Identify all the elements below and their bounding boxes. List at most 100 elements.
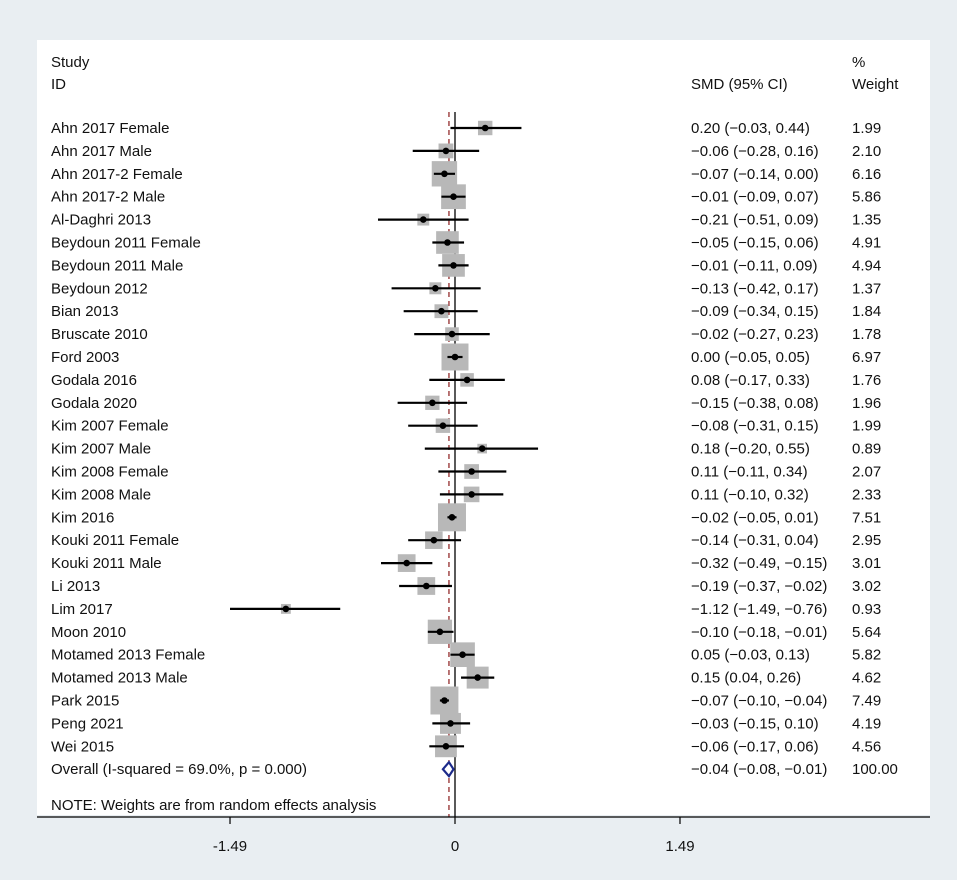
weight-text: 1.84 <box>852 303 881 320</box>
point-estimate <box>282 605 290 613</box>
point-estimate <box>442 147 450 155</box>
point-estimate <box>448 330 456 338</box>
weight-text: 3.01 <box>852 555 881 572</box>
ci-text: −0.02 (−0.27, 0.23) <box>691 326 819 343</box>
weight-text: 5.82 <box>852 647 881 664</box>
study-label: Ahn 2017 Female <box>51 120 169 137</box>
point-estimate <box>429 399 436 407</box>
ci-text: −0.02 (−0.05, 0.01) <box>691 509 819 526</box>
study-label: Motamed 2013 Female <box>51 647 205 664</box>
point-estimate <box>439 422 447 430</box>
study-label: Motamed 2013 Male <box>51 670 188 687</box>
weight-text: 5.64 <box>852 624 881 641</box>
point-estimate <box>478 445 486 452</box>
weight-text: 4.62 <box>852 670 881 687</box>
ci-text: −0.07 (−0.10, −0.04) <box>691 693 827 710</box>
x-tick-label: 0 <box>451 838 459 855</box>
weight-text: 6.97 <box>852 349 881 366</box>
point-estimate <box>419 216 427 223</box>
weight-text: 6.16 <box>852 166 881 183</box>
weight-text: 1.99 <box>852 418 881 435</box>
ci-text: 0.00 (−0.05, 0.05) <box>691 349 810 366</box>
header-study: Study <box>51 54 90 71</box>
study-label: Kim 2016 <box>51 509 114 526</box>
ci-text: −0.32 (−0.49, −0.15) <box>691 555 827 572</box>
weight-boxes <box>280 120 493 758</box>
study-label: Ahn 2017-2 Male <box>51 189 165 206</box>
point-estimate <box>474 674 481 681</box>
point-estimate <box>481 124 489 132</box>
study-label: Wei 2015 <box>51 738 114 755</box>
weight-text: 3.02 <box>852 578 881 595</box>
ci-text: −1.12 (−1.49, −0.76) <box>691 601 827 618</box>
point-estimate <box>450 262 457 269</box>
weight-text: 7.51 <box>852 509 881 526</box>
study-label: Bian 2013 <box>51 303 119 320</box>
point-estimate <box>436 628 444 636</box>
weight-text: 0.93 <box>852 601 881 618</box>
weight-text: 2.33 <box>852 486 881 503</box>
overall-label: Overall (I-squared = 69.0%, p = 0.000) <box>51 761 307 778</box>
weight-text: 4.94 <box>852 257 881 274</box>
weight-text: 4.56 <box>852 738 881 755</box>
point-estimate <box>430 536 438 544</box>
point-estimate <box>444 239 451 246</box>
study-label: Park 2015 <box>51 693 119 710</box>
study-label: Beydoun 2012 <box>51 280 148 297</box>
weight-text: 4.91 <box>852 235 881 252</box>
ci-text: 0.11 (−0.10, 0.32) <box>691 486 809 503</box>
ci-text: −0.10 (−0.18, −0.01) <box>691 624 827 641</box>
ci-text: 0.20 (−0.03, 0.44) <box>691 120 810 137</box>
ci-text: −0.01 (−0.11, 0.09) <box>691 257 817 274</box>
study-label: Al-Daghri 2013 <box>51 212 151 229</box>
ci-text: −0.13 (−0.42, 0.17) <box>691 280 819 297</box>
overall-row: Overall (I-squared = 69.0%, p = 0.000) −0… <box>51 760 898 778</box>
point-estimate <box>463 376 471 384</box>
weight-text: 1.76 <box>852 372 881 389</box>
point-estimate <box>450 193 457 200</box>
point-estimate <box>441 170 448 178</box>
weight-text: 1.37 <box>852 280 881 297</box>
column-headers: Study ID SMD (95% CI) % Weight <box>51 54 899 93</box>
study-label: Peng 2021 <box>51 715 124 732</box>
x-axis: -1.49 0 1.49 <box>37 816 930 855</box>
weight-text: 4.19 <box>852 715 881 732</box>
study-label: Lim 2017 <box>51 601 113 618</box>
study-label: Li 2013 <box>51 578 100 595</box>
study-label: Kim 2008 Male <box>51 486 151 503</box>
point-estimates <box>282 124 489 750</box>
study-label: Moon 2010 <box>51 624 126 641</box>
point-estimate <box>442 743 450 750</box>
x-tick-label: -1.49 <box>213 838 247 855</box>
ci-text: 0.15 (0.04, 0.26) <box>691 670 801 687</box>
ci-text: 0.05 (−0.03, 0.13) <box>691 647 810 664</box>
study-label: Kim 2007 Female <box>51 418 169 435</box>
ci-text: 0.18 (−0.20, 0.55) <box>691 441 810 458</box>
point-estimate <box>468 491 475 498</box>
weight-text: 7.49 <box>852 693 881 710</box>
ci-text: −0.05 (−0.15, 0.06) <box>691 235 819 252</box>
point-estimate <box>441 697 448 704</box>
weight-text: 1.35 <box>852 212 881 229</box>
study-label: Ahn 2017 Male <box>51 143 152 160</box>
ci-lines <box>230 126 539 748</box>
ci-text: −0.09 (−0.34, 0.15) <box>691 303 819 320</box>
study-label: Beydoun 2011 Female <box>51 235 201 252</box>
overall-weight-text: 100.00 <box>852 761 898 778</box>
ci-text: −0.08 (−0.31, 0.15) <box>691 418 819 435</box>
study-label: Beydoun 2011 Male <box>51 257 183 274</box>
weight-text: 1.78 <box>852 326 881 343</box>
point-estimate <box>438 307 445 315</box>
ci-text: −0.07 (−0.14, 0.00) <box>691 166 819 183</box>
study-label: Kim 2007 Male <box>51 441 151 458</box>
study-labels: Ahn 2017 Female Ahn 2017 Male Ahn 2017-2 F… <box>51 120 205 755</box>
x-tick-label: 1.49 <box>665 838 694 855</box>
study-label: Ford 2003 <box>51 349 119 366</box>
weight-text: 2.07 <box>852 464 881 481</box>
point-estimate <box>432 285 439 292</box>
ci-text: −0.21 (−0.51, 0.09) <box>691 212 819 229</box>
study-label: Kouki 2011 Male <box>51 555 162 572</box>
weight-text: 5.86 <box>852 189 881 206</box>
weight-text: 0.89 <box>852 441 881 458</box>
